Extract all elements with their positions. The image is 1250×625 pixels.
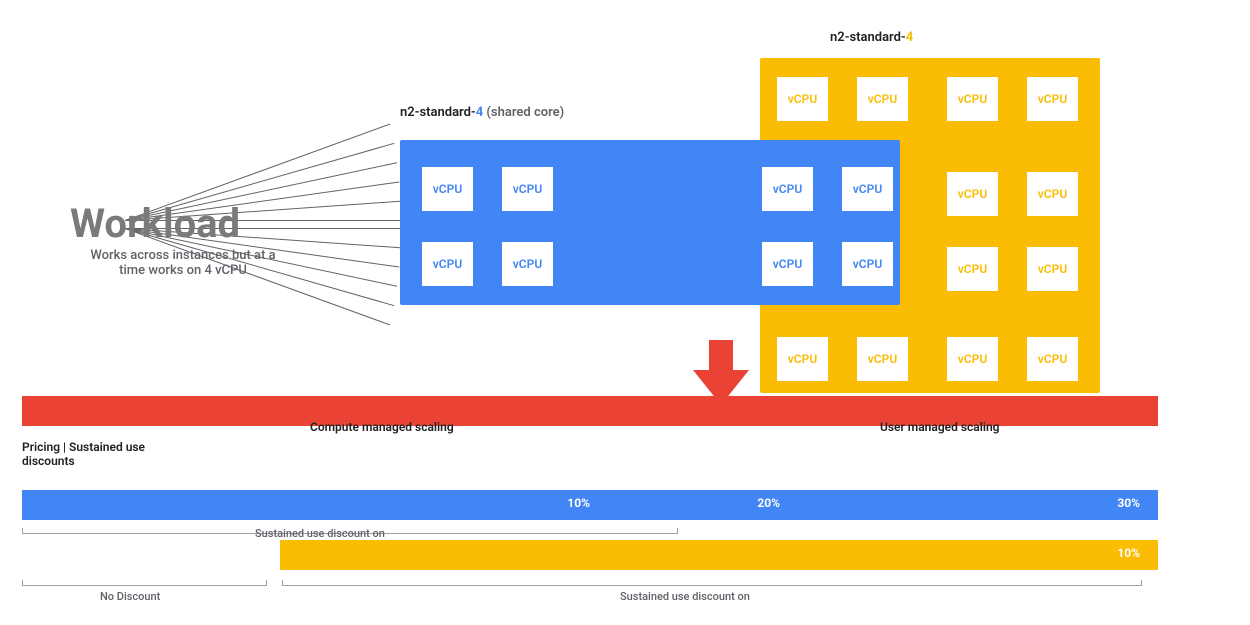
price-bar-blue: 10% 20% 30% xyxy=(22,490,1158,520)
vcpu-box-orange: vCPU xyxy=(1025,335,1080,383)
vcpu-box-orange: vCPU xyxy=(855,335,910,383)
vcpu-box-orange: vCPU xyxy=(945,75,1000,123)
midbar-label-right: User managed scaling xyxy=(880,420,999,434)
price-tick-10: 10% xyxy=(567,496,590,510)
pricing-label: Pricing | Sustained use discounts xyxy=(22,440,182,468)
label-count: 4 xyxy=(906,30,913,45)
vcpu-box-blue: vCPU xyxy=(500,240,555,288)
vcpu-box-orange: vCPU xyxy=(855,75,910,123)
vcpu-box-blue: vCPU xyxy=(420,165,475,213)
label-sustained-orange: Sustained use discount on xyxy=(620,590,750,603)
vcpu-box-blue: vCPU xyxy=(760,240,815,288)
midbar-label-left: Compute managed scaling xyxy=(310,420,454,434)
label-text: n2-standard- xyxy=(830,30,906,45)
vcpu-box-orange: vCPU xyxy=(1025,245,1080,293)
vcpu-box-blue: vCPU xyxy=(500,165,555,213)
label-text: n2-standard- xyxy=(400,105,476,120)
price-tick-30: 30% xyxy=(1117,496,1140,510)
vcpu-box-orange: vCPU xyxy=(1025,75,1080,123)
vcpu-box-orange: vCPU xyxy=(945,335,1000,383)
bracket-orange-instance xyxy=(282,576,1142,586)
vcpu-box-blue: vCPU xyxy=(760,165,815,213)
vcpu-box-blue: vCPU xyxy=(840,165,895,213)
price-tick-orange-10: 10% xyxy=(1117,546,1140,560)
arrow-down-icon xyxy=(693,370,749,405)
label-machine-blue: n2-standard-4 (shared core) xyxy=(400,105,564,120)
bracket-no-discount xyxy=(22,576,267,586)
vcpu-box-orange: vCPU xyxy=(945,170,1000,218)
label-suffix: (shared core) xyxy=(483,105,564,120)
label-no-discount: No Discount xyxy=(100,590,160,603)
diagram-canvas: n2-standard-4 n2-standard-4 (shared core… xyxy=(0,0,1250,625)
label-sustained-blue: Sustained use discount on xyxy=(255,527,385,540)
vcpu-box-orange: vCPU xyxy=(1025,170,1080,218)
vcpu-box-orange: vCPU xyxy=(775,335,830,383)
label-machine-orange: n2-standard-4 xyxy=(830,30,913,45)
vcpu-box-blue: vCPU xyxy=(420,240,475,288)
workload-description: Works across instances but at a time wor… xyxy=(88,248,278,278)
vcpu-box-blue: vCPU xyxy=(840,240,895,288)
vcpu-box-orange: vCPU xyxy=(775,75,830,123)
price-bar-orange: 10% xyxy=(280,540,1158,570)
workload-title: Workload xyxy=(70,200,240,247)
vcpu-box-orange: vCPU xyxy=(945,245,1000,293)
price-tick-20: 20% xyxy=(757,496,780,510)
blue-panel xyxy=(400,140,900,305)
